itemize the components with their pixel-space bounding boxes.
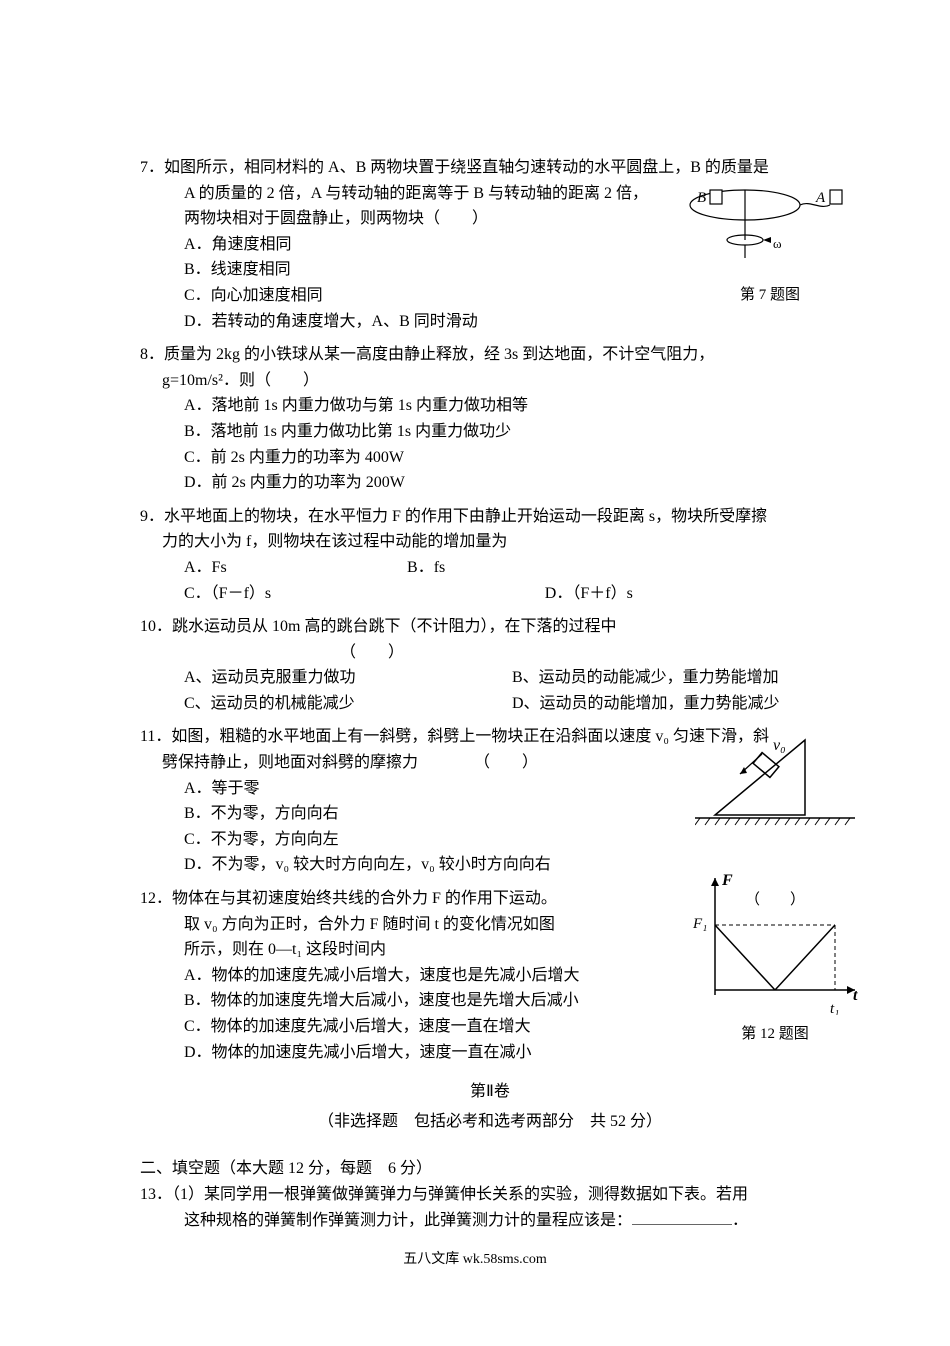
q7-number: 7． bbox=[140, 159, 164, 176]
section2-sub: （非选择题 包括必考和选考两部分 共 52 分） bbox=[140, 1109, 840, 1135]
q10-number: 10． bbox=[140, 618, 172, 635]
q9-number: 9． bbox=[140, 508, 164, 525]
question-13: 13．（1）某同学用一根弹簧做弹簧弹力与弹簧伸长关系的实验，测得数据如下表。若用… bbox=[140, 1182, 840, 1233]
q12-label-t: t bbox=[853, 987, 858, 1004]
q7-stem-line1: 7．如图所示，相同材料的 A、B 两物块置于绕竖直轴匀速转动的水平圆盘上，B 的… bbox=[140, 155, 840, 181]
q12-label-t1: t₁ bbox=[830, 1001, 839, 1015]
q8-optA: A．落地前 1s 内重力做功与第 1s 内重力做功相等 bbox=[140, 393, 840, 419]
q10-paren: （ ） bbox=[140, 640, 560, 666]
q12-stem3: 所示，则在 0―t₁ 这段时间内 bbox=[184, 941, 386, 958]
q7-label-B: B bbox=[697, 190, 706, 206]
q7-label-omega: ω bbox=[773, 236, 782, 251]
q9-optA: A．Fs bbox=[184, 555, 407, 581]
q13-stem2: 这种规格的弹簧制作弹簧测力计，此弹簧测力计的量程应该是： bbox=[184, 1212, 632, 1229]
q10-optD: D、运动员的动能增加，重力势能减少 bbox=[512, 691, 840, 717]
q10-stem1: 跳水运动员从 10m 高的跳台跳下（不计阻力），在下落的过程中 bbox=[172, 618, 616, 635]
q7-stem1: 如图所示，相同材料的 A、B 两物块置于绕竖直轴匀速转动的水平圆盘上，B 的质量… bbox=[164, 159, 769, 176]
q11-label-v0: v₀ bbox=[773, 737, 786, 754]
q8-optC: C．前 2s 内重力的功率为 400W bbox=[140, 445, 840, 471]
q12-number: 12． bbox=[140, 890, 172, 907]
figure-11: v₀ bbox=[695, 730, 855, 839]
q9-options-row1: A．Fs B．fs bbox=[140, 555, 840, 581]
q8-optB: B．落地前 1s 内重力做功比第 1s 内重力做功少 bbox=[140, 419, 840, 445]
q9-stem2: 力的大小为 f，则物块在该过程中动能的增加量为 bbox=[140, 529, 840, 555]
q7-diagram-svg: B ω A bbox=[685, 180, 855, 270]
q9-optB: B．fs bbox=[407, 555, 840, 581]
q9-stem1: 水平地面上的物块，在水平恒力 F 的作用下由静止开始运动一段距离 s，物块所受摩… bbox=[164, 508, 767, 525]
q9-optC: C．（F－f）s bbox=[184, 581, 545, 607]
q11-diagram-svg: v₀ bbox=[695, 730, 855, 830]
q12-stem1: 物体在与其初速度始终共线的合外力 F 的作用下运动。 bbox=[172, 890, 557, 907]
q11-number: 11． bbox=[140, 728, 171, 745]
q13-number: 13． bbox=[140, 1186, 172, 1203]
q12-paren: （ ） bbox=[745, 891, 805, 908]
q8-stem2: g=10m/s²．则（ ） bbox=[140, 368, 840, 394]
q10-optA: A、运动员克服重力做功 bbox=[184, 665, 512, 691]
q10-options: A、运动员克服重力做功 B、运动员的动能减少，重力势能增加 C、运动员的机械能减… bbox=[140, 665, 840, 716]
q12-label-F: F bbox=[721, 872, 733, 889]
q9-optD: D．（F＋f）s bbox=[545, 581, 840, 607]
figure-12: F t F₁ t₁ （ ） 第 12 题图 bbox=[685, 870, 865, 1046]
q10-optC: C、运动员的机械能减少 bbox=[184, 691, 512, 717]
q13-stem-line1: 13．（1）某同学用一根弹簧做弹簧弹力与弹簧伸长关系的实验，测得数据如下表。若用 bbox=[140, 1182, 840, 1208]
q7-caption: 第 7 题图 bbox=[685, 283, 855, 307]
q10-stem-line1: 10．跳水运动员从 10m 高的跳台跳下（不计阻力），在下落的过程中 bbox=[140, 614, 840, 640]
question-9: 9．水平地面上的物块，在水平恒力 F 的作用下由静止开始运动一段距离 s，物块所… bbox=[140, 504, 840, 606]
q13-blank bbox=[632, 1224, 732, 1225]
q9-stem-line1: 9．水平地面上的物块，在水平恒力 F 的作用下由静止开始运动一段距离 s，物块所… bbox=[140, 504, 840, 530]
q8-stem1: 质量为 2kg 的小铁球从某一高度由静止释放，经 3s 到达地面，不计空气阻力， bbox=[164, 346, 714, 363]
q12-label-F1: F₁ bbox=[692, 916, 707, 932]
q12-caption: 第 12 题图 bbox=[685, 1022, 865, 1046]
q13-stem1: （1）某同学用一根弹簧做弹簧弹力与弹簧伸长关系的实验，测得数据如下表。若用 bbox=[172, 1186, 748, 1203]
question-8: 8．质量为 2kg 的小铁球从某一高度由静止释放，经 3s 到达地面，不计空气阻… bbox=[140, 342, 840, 496]
q8-number: 8． bbox=[140, 346, 164, 363]
q10-optB: B、运动员的动能减少，重力势能增加 bbox=[512, 665, 840, 691]
q12-diagram-svg: F t F₁ t₁ （ ） bbox=[685, 870, 865, 1015]
q7-optD: D．若转动的角速度增大，A、B 同时滑动 bbox=[140, 309, 840, 335]
q8-optD: D．前 2s 内重力的功率为 200W bbox=[140, 470, 840, 496]
question-10: 10．跳水运动员从 10m 高的跳台跳下（不计阻力），在下落的过程中 （ ） A… bbox=[140, 614, 840, 716]
q9-options-row2: C．（F－f）s D．（F＋f）s bbox=[140, 581, 840, 607]
page-footer: 五八文库 wk.58sms.com bbox=[0, 1249, 950, 1271]
q8-stem-line1: 8．质量为 2kg 的小铁球从某一高度由静止释放，经 3s 到达地面，不计空气阻… bbox=[140, 342, 840, 368]
part2-title: 二、填空题（本大题 12 分，每题 6 分） bbox=[140, 1156, 840, 1182]
q11-stem1: 如图，粗糙的水平地面上有一斜劈，斜劈上一物块正在沿斜面以速度 v₀ 匀速下滑，斜 bbox=[171, 728, 769, 745]
section2-title: 第Ⅱ卷 bbox=[140, 1079, 840, 1105]
q13-stem2-line: 这种规格的弹簧制作弹簧测力计，此弹簧测力计的量程应该是：． bbox=[140, 1208, 840, 1234]
q7-label-A: A bbox=[815, 190, 826, 206]
figure-7: B ω A 第 7 题图 bbox=[685, 180, 855, 307]
